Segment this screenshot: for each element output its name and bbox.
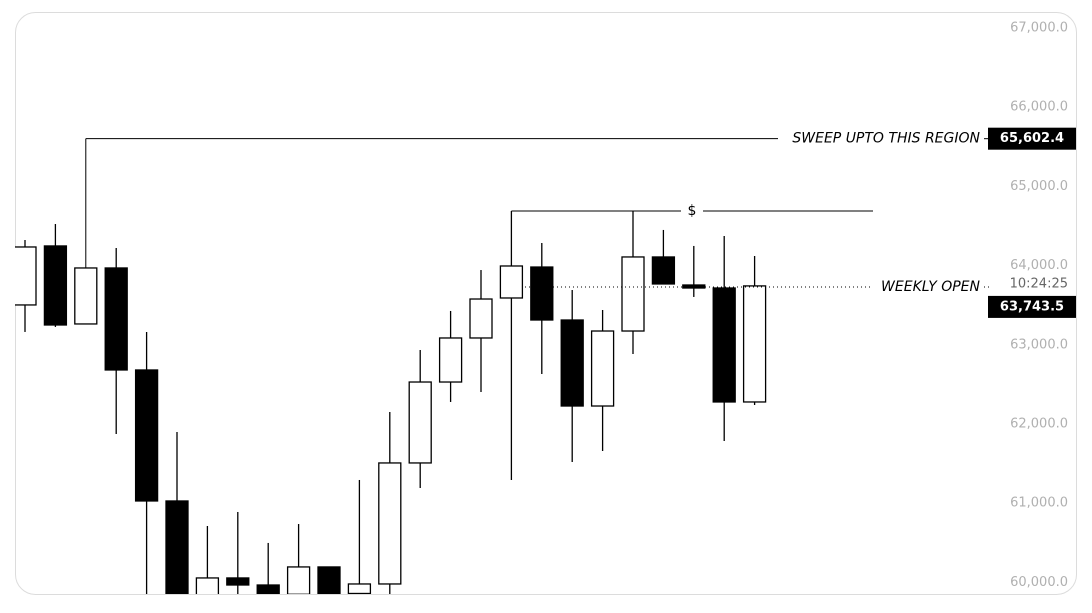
candle-body <box>43 245 68 326</box>
level-text: WEEKLY OPEN <box>881 279 980 295</box>
candle-body <box>378 462 402 585</box>
candle-body <box>560 319 584 407</box>
candle-body <box>347 583 372 594</box>
level-text: SWEEP UPTO THIS REGION <box>792 131 980 147</box>
candle-body <box>621 256 645 332</box>
candle-body <box>195 577 220 594</box>
candle-body <box>256 584 280 594</box>
y-tick-label: 60,000.0 <box>1010 575 1068 590</box>
candle-body <box>712 287 736 403</box>
candle-body <box>74 267 98 325</box>
plot-area <box>15 138 873 594</box>
candle-body <box>438 337 463 383</box>
candle-body <box>286 566 311 594</box>
price-axis: 60,000.0 61,000.0 62,000.0 63,000.0 64,000.0… <box>1010 20 1068 589</box>
price-box <box>988 295 1076 318</box>
candle-body <box>317 566 341 594</box>
candle-body <box>590 330 615 407</box>
candle-body <box>104 267 128 371</box>
candle-body <box>742 285 767 403</box>
level-text: $ <box>688 203 697 219</box>
y-tick-label: 66,000.0 <box>1010 100 1068 115</box>
candle-body <box>469 298 493 339</box>
candle-body <box>530 266 554 321</box>
y-tick-label: 67,000.0 <box>1010 20 1068 35</box>
candle-body <box>408 381 432 464</box>
candle-body <box>499 265 524 299</box>
candle-body <box>134 369 159 502</box>
price-label: 63,743.5 <box>1000 299 1064 314</box>
candle-body <box>226 577 250 586</box>
y-tick-label: 61,000.0 <box>1010 496 1068 511</box>
price-label: 65,602.4 <box>1000 131 1064 146</box>
gap <box>681 203 703 220</box>
y-tick-label: 65,000.0 <box>1010 179 1068 194</box>
candle-body <box>15 246 37 306</box>
y-tick-label: 62,000.0 <box>1010 416 1068 431</box>
countdown: 10:24:25 <box>1010 276 1068 291</box>
y-tick-label: 64,000.0 <box>1010 258 1068 273</box>
candle-body <box>165 500 189 594</box>
y-tick-label: 63,000.0 <box>1010 337 1068 352</box>
price-box <box>988 127 1076 150</box>
candle-body <box>651 256 676 285</box>
